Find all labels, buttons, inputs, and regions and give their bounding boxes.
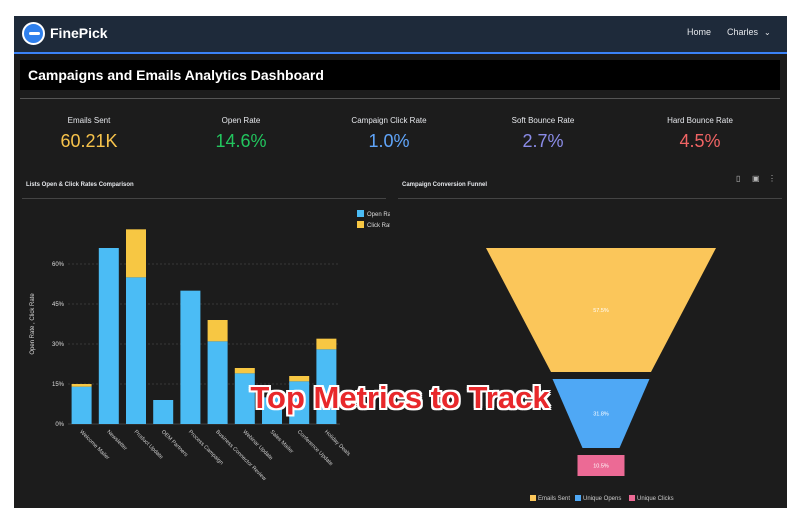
panel-divider: [398, 198, 782, 199]
legend-label: Open Rate: [367, 212, 390, 218]
y-tick-label: 30%: [52, 342, 65, 348]
kpi-click-rate: Campaign Click Rate 1.0%: [314, 116, 464, 152]
legend-click-rate-swatch: [357, 221, 364, 228]
x-tick-label: Business Connector Review: [214, 429, 267, 482]
bar-chart: 0% 15% 30% 45% 60% Open Rate , Click Rate Welc…: [30, 210, 390, 482]
kpi-label: Soft Bounce Rate: [511, 116, 575, 125]
top-navbar: FinePick Home Charles ⌄: [14, 16, 787, 54]
bar-click-rate: [316, 338, 337, 350]
bar-open-rate: [207, 341, 228, 424]
kpi-soft-bounce: Soft Bounce Rate 2.7%: [468, 116, 618, 152]
legend-label: Unique Opens: [583, 496, 621, 502]
bar-click-rate: [207, 320, 228, 342]
bar-click-rate: [234, 368, 255, 374]
x-tick-label: Welcome Mailer: [78, 429, 110, 461]
bar-click-rate: [71, 384, 92, 387]
dashboard-header: Campaigns and Emails Analytics Dashboard: [20, 60, 780, 90]
overlay-caption: Top Metrics to Track: [250, 380, 550, 415]
x-tick-label: OEM Partners: [160, 429, 189, 458]
bar-open-rate: [71, 386, 92, 424]
bar-open-rate: [289, 381, 310, 424]
kpi-label: Emails Sent: [67, 116, 111, 125]
x-tick-label: Newsletter: [105, 429, 128, 452]
kpi-value: 4.5%: [679, 131, 721, 151]
kpi-value: 14.6%: [215, 131, 267, 151]
kpi-label: Hard Bounce Rate: [667, 116, 733, 125]
brand-logo-icon[interactable]: [22, 22, 45, 45]
kpi-label: Campaign Click Rate: [351, 116, 427, 125]
y-tick-label: 15%: [52, 382, 65, 388]
bar-click-rate: [289, 376, 310, 382]
bar-open-rate: [98, 248, 119, 424]
funnel-value-label: 10.5%: [593, 464, 609, 470]
funnel-segment: [552, 379, 650, 448]
funnel-panel-title: Campaign Conversion Funnel: [402, 182, 488, 188]
bar-click-rate: [126, 229, 146, 278]
x-tick-label: Product Update: [133, 429, 164, 460]
panel-divider: [22, 198, 386, 199]
legend-open-rate-swatch: [357, 210, 364, 217]
legend-swatch: [629, 495, 635, 501]
funnel-value-label: 31.8%: [593, 412, 609, 418]
y-tick-label: 60%: [52, 262, 65, 268]
kpi-value: 2.7%: [522, 131, 564, 151]
kpi-label: Open Rate: [221, 116, 261, 125]
y-axis-title: Open Rate , Click Rate: [30, 293, 36, 355]
y-tick-label: 45%: [52, 302, 65, 308]
legend-label: Click Rate: [367, 223, 390, 229]
kpi-hard-bounce: Hard Bounce Rate 4.5%: [625, 116, 775, 152]
kpi-emails-sent: Emails Sent 60.21K: [14, 116, 164, 152]
kpi-value: 1.0%: [368, 131, 410, 151]
more-options-icon[interactable]: ⋮: [768, 174, 776, 183]
header-divider: [20, 98, 780, 99]
user-menu[interactable]: Charles: [727, 27, 759, 37]
bar-open-rate: [262, 397, 282, 424]
funnel-chart: 57.5% 31.8% 10.5% Emails Sent Unique Opens Un…: [486, 248, 716, 502]
x-tick-label: Sales Mailer: [269, 429, 295, 455]
funnel-segment: [577, 455, 625, 476]
legend-label: Unique Clicks: [637, 496, 674, 502]
bar-panel-title: Lists Open & Click Rates Comparison: [26, 182, 134, 188]
bar-open-rate: [153, 400, 174, 424]
x-tick-label: Holiday Deals: [323, 429, 351, 457]
funnel-value-label: 57.5%: [593, 308, 609, 314]
bar-open-rate: [126, 277, 146, 424]
kpi-open-rate: Open Rate 14.6%: [166, 116, 316, 152]
kpi-value: 60.21K: [60, 131, 118, 151]
download-icon[interactable]: ▣: [752, 174, 760, 183]
bar-open-rate: [316, 349, 337, 424]
brand-name[interactable]: FinePick: [50, 25, 108, 41]
funnel-segment: [486, 248, 716, 372]
chevron-down-icon[interactable]: ⌄: [764, 28, 771, 37]
y-tick-label: 0%: [55, 422, 64, 428]
legend-label: Emails Sent: [538, 496, 570, 502]
bar-open-rate: [180, 290, 201, 424]
bar-open-rate: [234, 373, 255, 424]
legend-swatch: [530, 495, 536, 501]
app-window: FinePick Home Charles ⌄ Campaigns and Em…: [14, 16, 787, 508]
page-title: Campaigns and Emails Analytics Dashboard: [28, 67, 324, 83]
chart-type-icon[interactable]: ▯: [736, 174, 741, 183]
nav-home-link[interactable]: Home: [687, 27, 712, 37]
legend-swatch: [575, 495, 581, 501]
